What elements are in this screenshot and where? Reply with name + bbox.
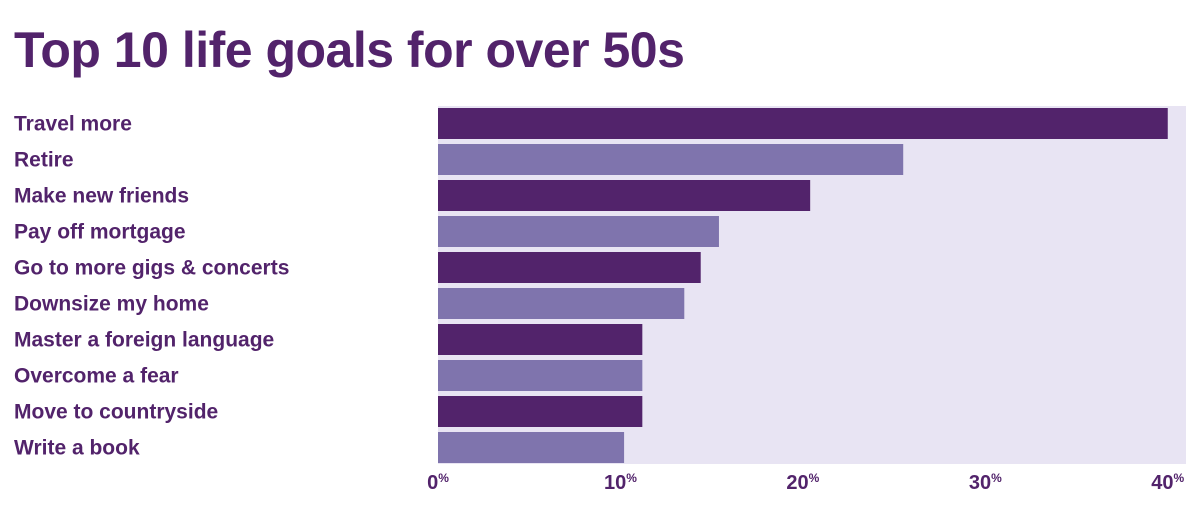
x-tick-percent-sign: %: [991, 471, 1002, 485]
bar: [438, 252, 701, 283]
bar: [438, 360, 643, 391]
bar: [438, 108, 1168, 139]
bar: [438, 288, 685, 319]
x-tick-label: 0%: [427, 471, 449, 494]
chart-title: Top 10 life goals for over 50s: [14, 22, 685, 78]
bar: [438, 324, 643, 355]
category-label: Retire: [14, 149, 74, 172]
category-label: Go to more gigs & concerts: [14, 257, 289, 280]
x-tick-label: 30%: [969, 471, 1002, 494]
bar: [438, 216, 719, 247]
category-label: Pay off mortgage: [14, 221, 186, 244]
category-label: Master a foreign language: [14, 329, 274, 352]
category-label: Travel more: [14, 113, 132, 136]
bar: [438, 432, 625, 463]
x-tick-percent-sign: %: [626, 471, 637, 485]
x-tick-label: 10%: [604, 471, 637, 494]
x-tick-label: 40%: [1151, 471, 1184, 494]
category-label: Write a book: [14, 437, 140, 460]
x-tick-percent-sign: %: [809, 471, 820, 485]
x-tick-percent-sign: %: [1174, 471, 1185, 485]
category-label: Make new friends: [14, 185, 189, 208]
bar: [438, 180, 811, 211]
category-label: Downsize my home: [14, 293, 209, 316]
category-label: Overcome a fear: [14, 365, 179, 388]
x-tick-label: 20%: [786, 471, 819, 494]
bar: [438, 396, 643, 427]
category-label: Move to countryside: [14, 401, 218, 424]
bar: [438, 144, 904, 175]
x-tick-percent-sign: %: [438, 471, 449, 485]
